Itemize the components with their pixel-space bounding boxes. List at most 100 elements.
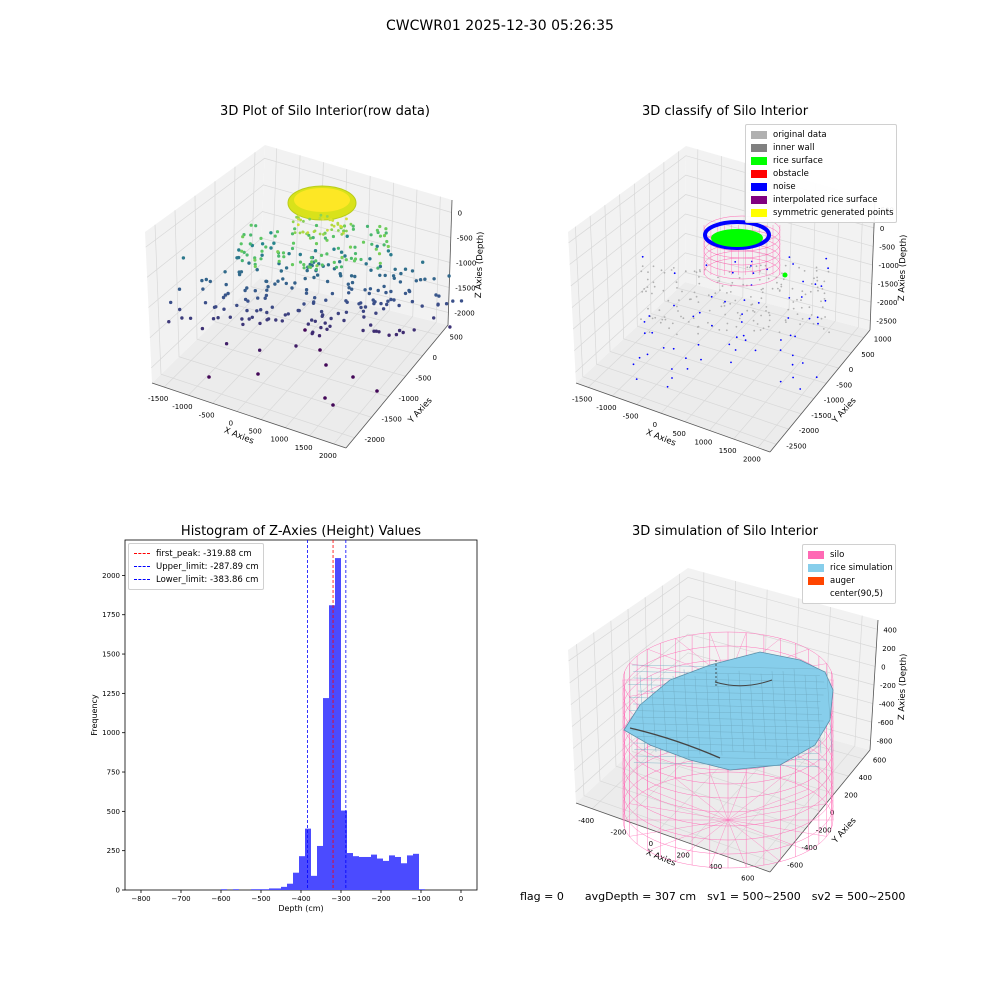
histogram-legend-item: Lower_limit: -383.86 cm — [134, 573, 258, 586]
plot1-point — [323, 321, 327, 325]
plot1-point — [277, 254, 281, 258]
plot1-point — [294, 344, 298, 348]
plot1-surface-top — [287, 185, 357, 221]
plot1-point — [321, 264, 325, 268]
plot4-silo-ring — [622, 631, 834, 729]
plot2-noise-point — [632, 363, 635, 366]
plot1-point — [247, 261, 251, 265]
plot1-point — [293, 227, 297, 231]
plot4-gridline — [572, 652, 873, 749]
plot1-point — [259, 257, 263, 261]
histogram-bar — [395, 856, 401, 890]
plot2-x-tick-label: -500 — [623, 413, 639, 421]
plot1-point — [304, 288, 309, 292]
plot4-silo-ring — [622, 715, 834, 813]
plot2-original-point — [792, 307, 795, 310]
plot1-point — [328, 324, 332, 328]
plot1-point — [349, 256, 353, 260]
plot1-point — [345, 229, 348, 233]
plot1-point — [365, 224, 370, 228]
plot1-point — [245, 308, 249, 313]
plot2-original-point — [721, 285, 724, 287]
legend-label: obstacle — [773, 168, 809, 179]
plot2-x-tick-label: -1000 — [596, 404, 616, 412]
plot1-point — [313, 249, 318, 253]
plot4-silo-spoke — [727, 803, 827, 821]
plot2-z-tick-label: -2500 — [876, 318, 896, 326]
plot1-point — [336, 246, 340, 250]
plot2-original-point — [762, 287, 764, 290]
plot1-point — [389, 253, 393, 257]
plot2-original-point — [723, 305, 726, 307]
histogram-bar — [353, 856, 359, 890]
plot1-point — [241, 322, 245, 327]
plot4-surface-mesh — [650, 675, 657, 752]
plot1-point — [336, 311, 340, 316]
plot2-original-point — [808, 306, 811, 309]
plot2-original-point — [816, 279, 819, 282]
plot4-surface-mesh — [793, 668, 800, 759]
plot2-noise-point — [686, 368, 689, 370]
plot1-point — [207, 375, 211, 379]
plot1-point — [258, 348, 262, 352]
histogram-y-tick-label: 1250 — [102, 690, 120, 698]
plot4-gridline — [575, 690, 871, 793]
plot1-point — [378, 234, 383, 238]
plot2-original-point — [748, 266, 751, 269]
plot1-point — [259, 308, 263, 312]
plot1-point — [293, 281, 297, 285]
plot2-original-point — [716, 281, 719, 284]
plot2-original-point — [714, 292, 717, 295]
plot1-point — [385, 302, 389, 307]
plot1-point — [269, 246, 273, 250]
plot1-point — [319, 309, 324, 314]
plot1-point — [437, 294, 441, 298]
histogram-bar — [401, 863, 407, 890]
plot2-original-point — [796, 298, 798, 301]
plot1-z-axis-line — [447, 199, 453, 326]
plot1-point — [309, 256, 313, 260]
plot1-point — [375, 244, 379, 248]
plot2-noise-point — [814, 283, 817, 286]
plot2-original-point — [724, 313, 727, 316]
plot2-noise-point — [743, 299, 746, 301]
histogram-y-tick-label: 0 — [116, 887, 120, 895]
legend-label: Lower_limit: -383.86 cm — [156, 574, 259, 585]
plot2-original-point — [801, 290, 804, 293]
plot2-original-point — [692, 317, 695, 320]
plot2-original-point — [647, 271, 649, 273]
plot1-point — [393, 267, 397, 271]
plot1-point — [368, 287, 373, 291]
plot4-silo-spoke — [727, 679, 827, 697]
plot2-silo-ring — [703, 250, 781, 280]
plot4-silo-spoke — [675, 679, 729, 722]
plot4-surface-mesh — [804, 674, 811, 753]
plot2-original-point — [735, 325, 738, 328]
plot2-z-tick-label: 0 — [880, 225, 884, 233]
plot2-noise-point — [741, 313, 743, 315]
plot2-original-point — [729, 302, 732, 305]
plot1-point — [284, 266, 289, 270]
plot1-pane — [152, 278, 448, 448]
plot2-original-point — [823, 292, 826, 295]
plot2-original-point — [678, 299, 680, 301]
plot4-x-tick-label: 400 — [709, 863, 722, 871]
plot4-gridline — [627, 608, 821, 812]
legend-swatch — [751, 156, 767, 165]
legend-label: symmetric generated points — [773, 207, 894, 218]
legend-swatch — [751, 130, 767, 139]
plot2-noise-point — [820, 285, 823, 287]
plot2-original-point — [767, 277, 770, 280]
plot1-point — [377, 252, 382, 256]
plot1-point — [273, 234, 277, 238]
plot2-z-tick-label: -1000 — [879, 262, 899, 270]
plot2-legend-item: original data — [751, 128, 891, 141]
plot1-gridline — [214, 181, 406, 377]
plot2-original-point — [726, 292, 728, 294]
plot1-point — [374, 247, 378, 251]
plot1-point — [432, 316, 436, 320]
plot1-point — [376, 288, 380, 293]
plot2-noise-point — [734, 349, 737, 351]
plot1-point — [269, 231, 273, 235]
histogram-legend: first_peak: -319.88 cm Upper_limit: -287.… — [128, 543, 264, 590]
